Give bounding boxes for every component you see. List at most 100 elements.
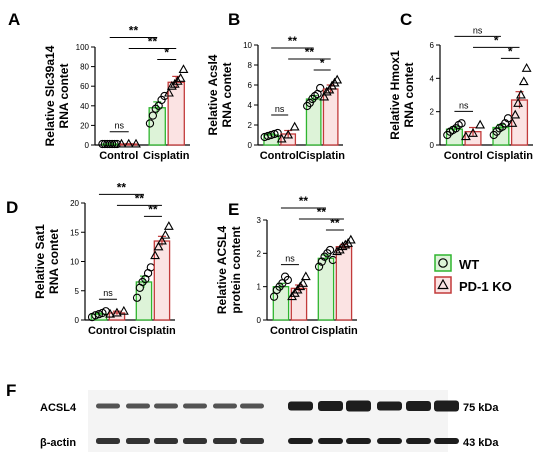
panel-A: A Relative Slc39a14RNA contet 0 20 40 60 80 100… <box>8 10 190 162</box>
data-point <box>166 80 177 90</box>
data-point <box>116 138 127 148</box>
data-point <box>123 138 134 148</box>
x-tick-label: Cisplatin <box>487 150 534 162</box>
data-point <box>460 131 471 141</box>
bar <box>317 257 335 321</box>
data-point <box>513 98 524 107</box>
x-tick-label: Control <box>99 150 138 162</box>
blot-size-label: 43 kDa <box>463 437 499 449</box>
x-tick-label: Control <box>270 325 309 337</box>
y-tick-label: 1 <box>257 283 262 292</box>
y-tick-label: 0 <box>430 141 435 150</box>
significance-label: ns <box>114 121 124 131</box>
data-point <box>310 91 320 101</box>
significance-label: ns <box>473 25 483 35</box>
legend: WT PD-1 KO <box>434 254 512 294</box>
significance-label: * <box>508 44 513 58</box>
x-tick-label: Cisplatin <box>311 325 358 337</box>
data-point <box>457 119 466 128</box>
y-tick-label: 5 <box>75 287 80 296</box>
blot-band <box>406 438 431 444</box>
y-tick-label: 60 <box>80 82 89 91</box>
y-axis-label: Relative Hmox1RNA contet <box>388 50 416 140</box>
x-tick-label: Control <box>444 150 483 162</box>
significance-label: ns <box>275 104 285 114</box>
data-point <box>283 129 294 139</box>
blot-band <box>377 401 402 411</box>
panel-letter: F <box>6 381 16 400</box>
blot-band <box>240 438 264 444</box>
data-point <box>131 138 141 148</box>
panel-B: B Relative Acsl4RNA contet 0 2 4 6 8 10 Control C… <box>206 10 345 162</box>
panel-C: C Relative Hmox1RNA contet 0 2 4 6 Control Cisp… <box>388 10 533 162</box>
data-point <box>468 128 478 137</box>
significance-label: ns <box>459 100 469 110</box>
blot-band <box>96 403 120 409</box>
panel-F: F ACSL4 75 kDa β-actin 43 kDa <box>6 381 499 452</box>
legend-swatch <box>434 254 452 272</box>
y-tick-label: 6 <box>248 81 253 90</box>
panel-letter: A <box>8 10 20 29</box>
y-axis-label: Relative Acsl4RNA contet <box>206 54 234 135</box>
y-tick-label: 80 <box>80 63 89 72</box>
data-point <box>325 245 335 255</box>
data-point <box>157 235 167 245</box>
data-point <box>289 121 300 131</box>
data-point <box>518 76 529 86</box>
x-tick-label: Control <box>88 325 127 337</box>
data-point <box>118 305 129 315</box>
data-point <box>138 277 147 287</box>
data-point <box>107 139 117 149</box>
panel-letter: E <box>228 200 239 219</box>
bar <box>322 88 339 146</box>
data-point <box>150 250 160 260</box>
blot-band <box>213 438 237 444</box>
blot-band <box>154 438 178 444</box>
y-axis-label: Relative ACSL4protein content <box>215 226 243 315</box>
significance-label: ** <box>317 205 327 219</box>
blot-band <box>126 403 150 409</box>
y-tick-label: 40 <box>80 102 89 111</box>
data-point <box>507 118 518 127</box>
data-point <box>298 278 309 287</box>
significance-label: ** <box>148 202 158 216</box>
y-tick-label: 3 <box>257 216 262 225</box>
panel-D: D Relative Sat1RNA contet 0 5 10 15 20 Control C… <box>6 180 176 337</box>
blot-band <box>377 438 402 444</box>
significance-label: ** <box>148 35 158 49</box>
y-tick-label: 2 <box>248 121 253 130</box>
bar <box>272 286 290 321</box>
data-point <box>516 89 526 99</box>
data-point <box>340 239 351 249</box>
blot-row-label: β-actin <box>40 437 76 449</box>
data-point <box>327 80 337 90</box>
blot-band <box>96 438 120 444</box>
data-point <box>112 307 122 317</box>
y-tick-label: 2 <box>257 249 262 258</box>
panel-letter: C <box>400 10 412 29</box>
blot-band <box>434 438 459 444</box>
blot-size-label: 75 kDa <box>463 402 499 414</box>
data-point <box>332 74 343 84</box>
data-point <box>521 63 532 72</box>
significance-label: ** <box>305 45 315 59</box>
blot-band <box>154 403 178 409</box>
data-point <box>317 257 326 266</box>
data-point <box>169 78 180 88</box>
blot-band <box>183 438 207 444</box>
data-point <box>172 75 183 85</box>
data-point <box>145 119 155 128</box>
significance-label: * <box>164 46 169 60</box>
data-point <box>105 308 115 318</box>
legend-label: WT <box>459 257 479 272</box>
y-tick-label: 0 <box>85 141 90 150</box>
data-point <box>475 119 486 129</box>
y-tick-label: 20 <box>70 199 79 208</box>
data-point <box>175 73 186 82</box>
blot-band <box>213 403 237 409</box>
significance-label: * <box>320 56 325 70</box>
data-point <box>300 271 311 281</box>
y-tick-label: 15 <box>70 228 79 237</box>
circle-icon <box>438 258 448 268</box>
